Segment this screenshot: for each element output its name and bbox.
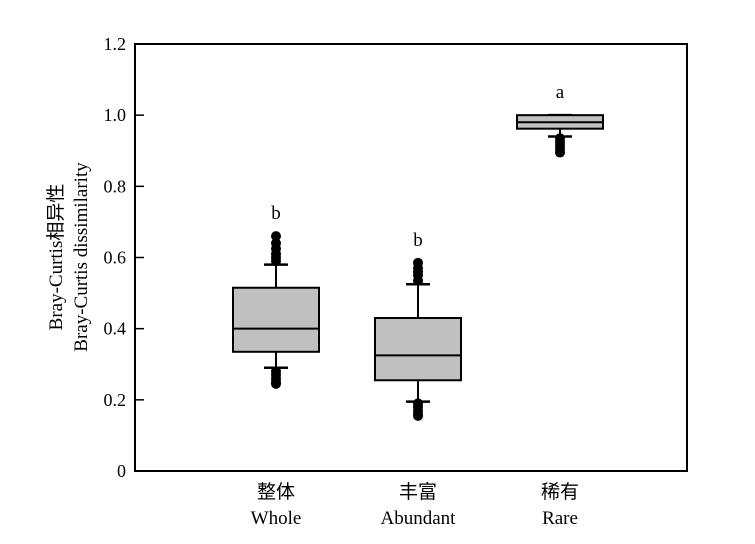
x-label-en-whole: Whole (251, 508, 302, 529)
outlier-point-10 (271, 378, 281, 389)
box-group-rare: a (516, 82, 604, 158)
y-tick-label-4: 0.8 (104, 176, 127, 196)
box-iqr (232, 286, 320, 353)
box-group-abundant: b (374, 230, 462, 421)
x-axis-labels: 整体 Whole 丰富 Abundant 稀有 Rare (251, 481, 579, 529)
y-tick-label-2: 0.4 (104, 319, 127, 339)
y-axis-label-english: Bray-Curtis dissimilarity (71, 162, 92, 352)
x-label-en-abundant: Abundant (381, 508, 457, 529)
outlier-point-4 (271, 238, 281, 249)
x-label-cn-rare: 稀有 (541, 481, 579, 503)
x-label-cn-whole: 整体 (257, 481, 295, 503)
y-tick-label-5: 1.0 (104, 105, 127, 125)
outlier-point-4 (413, 257, 423, 268)
y-tick-label-0: 0 (117, 461, 126, 481)
y-tick-label-1: 0.2 (104, 390, 127, 410)
x-label-en-rare: Rare (542, 508, 578, 529)
y-axis-label-chinese: Bray-Curtis相异性 (45, 184, 67, 331)
box-group-whole: b (232, 203, 320, 389)
y-tick-label-6: 1.2 (104, 34, 127, 54)
significance-letter: b (413, 230, 423, 251)
y-axis: 0 0.2 0.4 0.6 0.8 1.0 1.2 (104, 34, 144, 481)
outlier-point-4 (555, 147, 565, 158)
outlier-point-5 (271, 231, 281, 242)
y-tick-label-3: 0.6 (104, 248, 127, 268)
x-label-cn-abundant: 丰富 (399, 481, 437, 503)
significance-letter: b (271, 203, 281, 224)
outlier-point-9 (413, 410, 423, 421)
significance-letter: a (556, 82, 565, 103)
plot-frame (134, 43, 688, 472)
box-iqr (374, 316, 462, 382)
boxes-layer: b b a (232, 82, 604, 421)
